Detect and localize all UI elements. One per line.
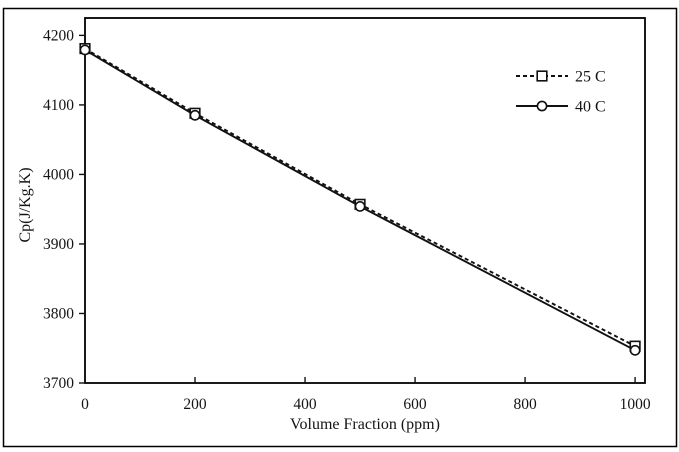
y-tick-label: 3800	[43, 305, 74, 322]
figure-border	[2, 7, 678, 448]
series-line-40-c	[84, 49, 636, 352]
legend-sample-marker-25-c	[536, 70, 548, 82]
x-tick-label: 0	[81, 396, 89, 413]
legend: 25 C 40 C	[575, 69, 606, 116]
x-tick-label: 600	[403, 396, 427, 413]
y-tick-label: 4000	[43, 166, 74, 183]
data-point-40-c	[189, 109, 201, 121]
y-tick-label: 3900	[43, 236, 74, 253]
x-tick-label: 800	[513, 396, 537, 413]
data-point-40-c	[354, 201, 366, 212]
plot-border	[84, 17, 646, 384]
x-tick-label: 400	[293, 396, 317, 413]
y-tick-label: 4200	[43, 27, 74, 44]
legend-sample-marker-40-c	[536, 100, 548, 112]
x-tick-label: 200	[183, 396, 207, 413]
series-line-25-c	[84, 47, 636, 347]
plot-area: 0 200 400 600 800 1000 3700 3800 3900 4000 4100 420…	[43, 17, 651, 413]
y-axis-title: Cp(J/Kg.K)	[17, 167, 34, 242]
y-tick-label: 3700	[43, 375, 74, 392]
y-tick-label: 4100	[43, 97, 74, 114]
data-point-40-c	[629, 344, 641, 356]
legend-label-40c: 40 C	[575, 99, 606, 116]
x-tick-label: 1000	[620, 396, 651, 413]
x-axis-title: Volume Fraction (ppm)	[290, 416, 440, 433]
legend-label-25c: 25 C	[575, 69, 606, 86]
data-point-40-c	[79, 44, 91, 56]
